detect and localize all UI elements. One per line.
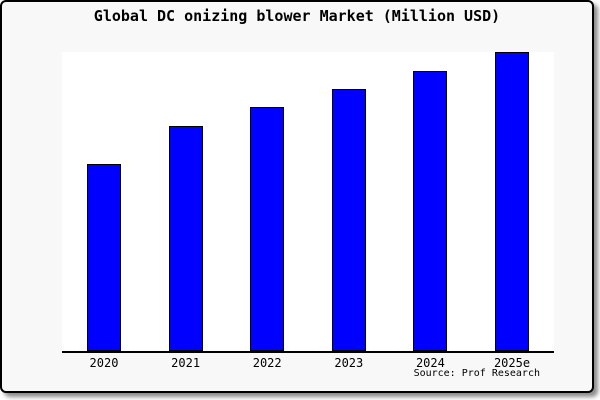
x-tick-label-2020: 2020	[89, 356, 119, 370]
x-tick-label-2025e: 2025e	[493, 356, 531, 370]
x-tick-label-2021: 2021	[171, 356, 201, 370]
chart-title: Global DC onizing blower Market (Million…	[93, 7, 501, 25]
x-axis-labels: 2020 2021 2022 2023 2024 2025e	[62, 356, 554, 370]
chart-frame: Global DC onizing blower Market (Million…	[0, 0, 594, 393]
x-tick-label-2022: 2022	[252, 356, 282, 370]
bar-2020	[87, 163, 121, 351]
plot-area	[62, 52, 554, 353]
x-tick-label-2024: 2024	[415, 356, 445, 370]
x-tick-label-2023: 2023	[334, 356, 364, 370]
bar-2025e	[495, 52, 529, 351]
bar-2022	[250, 107, 285, 351]
bar-2021	[168, 126, 203, 351]
bar-2023	[331, 88, 366, 351]
source-attribution: Source: Prof Research	[413, 368, 540, 379]
bar-2024	[413, 71, 448, 351]
